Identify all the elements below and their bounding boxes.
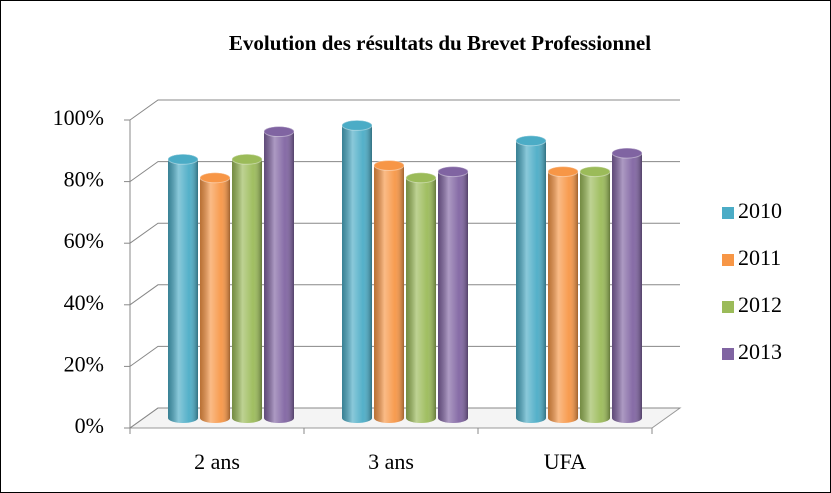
x-tick-label: 3 ans <box>368 449 414 474</box>
bar-top <box>373 159 405 171</box>
bar-shade <box>438 166 468 423</box>
y-tick-label: 20% <box>64 351 104 376</box>
y-tick-label: 80% <box>64 167 104 192</box>
y-tick-label: 40% <box>64 290 104 315</box>
bar-shade <box>548 166 578 423</box>
bar-shade <box>406 172 436 423</box>
bar-top <box>437 166 469 178</box>
bar-top <box>547 166 579 178</box>
bar-shade <box>200 172 230 423</box>
bar-top <box>231 153 263 165</box>
grid-line <box>129 345 680 367</box>
grid-line <box>129 407 680 429</box>
legend-label: 2013 <box>738 339 782 364</box>
legend-label: 2011 <box>738 245 781 270</box>
bar-top <box>515 135 547 147</box>
legend-swatch <box>722 348 734 360</box>
bar-shade <box>374 160 404 423</box>
y-tick-label: 0% <box>75 413 104 438</box>
grid-line <box>129 222 680 244</box>
y-tick-label: 100% <box>53 105 104 130</box>
bar-top <box>405 172 437 184</box>
bar-shade <box>612 148 642 423</box>
legend-label: 2012 <box>738 292 782 317</box>
legend-swatch <box>722 301 734 313</box>
legend-swatch <box>722 254 734 266</box>
bar-top <box>263 126 295 138</box>
x-tick-label: 2 ans <box>194 449 240 474</box>
bar-top <box>199 172 231 184</box>
grid-line <box>129 161 680 183</box>
legend-swatch <box>722 207 734 219</box>
bar-shade <box>516 135 546 424</box>
chart-title: Evolution des résultats du Brevet Profes… <box>229 31 651 55</box>
bar-top <box>579 166 611 178</box>
bar-shade <box>580 166 610 423</box>
bar-top <box>341 119 373 131</box>
bar-top <box>167 153 199 165</box>
grid-line <box>129 284 680 306</box>
bar-shade <box>342 120 372 424</box>
bar-shade <box>168 154 198 423</box>
legend-label: 2010 <box>738 198 782 223</box>
bar-shade <box>264 126 294 423</box>
bar-top <box>611 147 643 159</box>
grid-line <box>129 99 680 121</box>
x-tick-label: UFA <box>544 449 586 474</box>
bar-shade <box>232 154 262 423</box>
y-tick-label: 60% <box>64 228 104 253</box>
